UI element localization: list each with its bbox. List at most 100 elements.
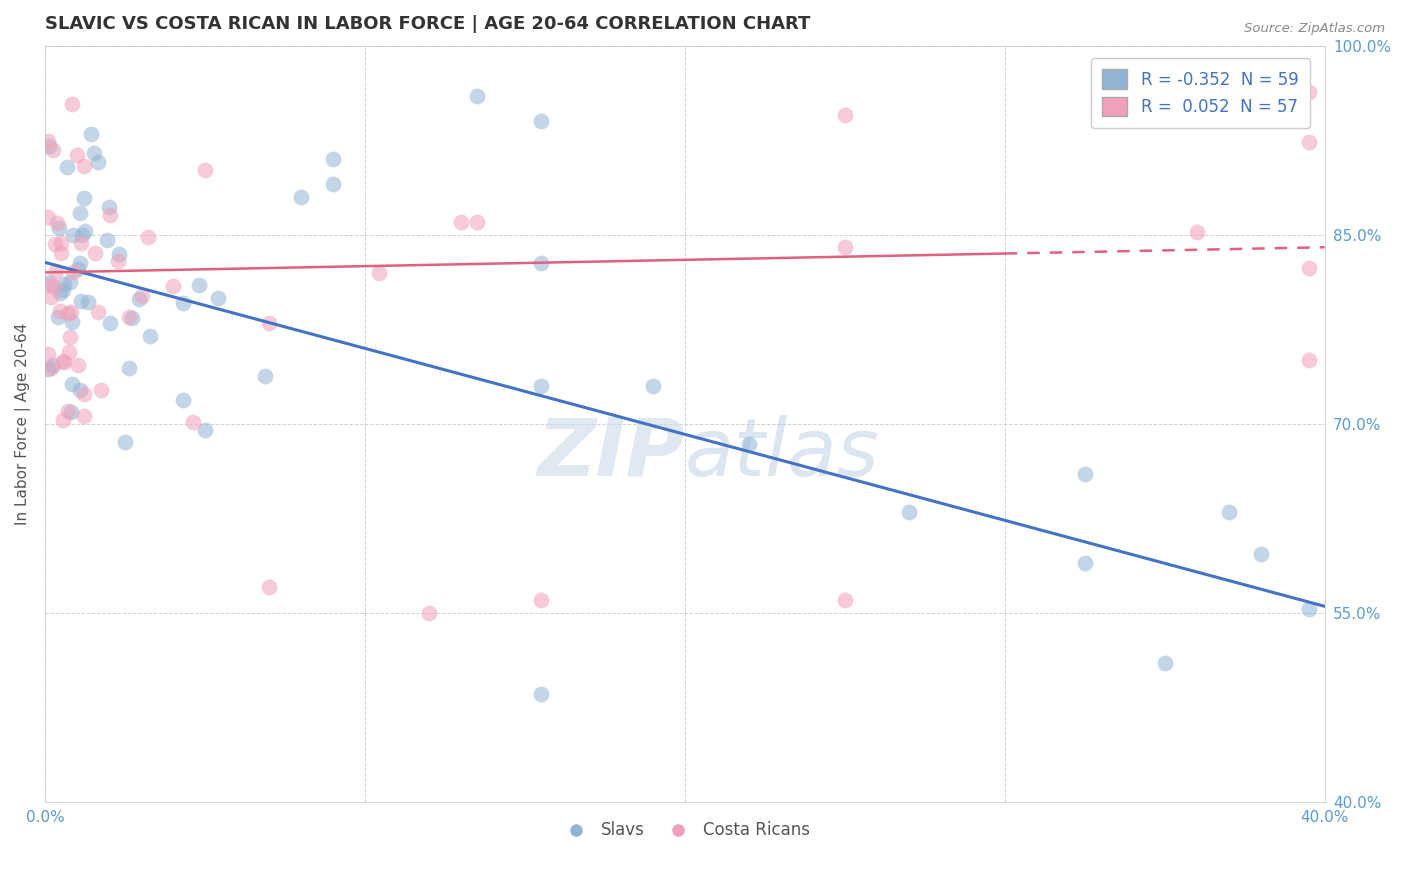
Point (530, 379, 553, 393)
Point (72, 409, 94, 423)
Point (42, 358, 65, 372)
Point (368, 266, 391, 280)
Point (37, 362, 59, 376)
Point (207, 291, 229, 305)
Point (83, 245, 105, 260)
Point (37, 210, 59, 224)
Point (834, 108, 856, 122)
Legend: Slavs, Costa Ricans: Slavs, Costa Ricans (553, 814, 817, 847)
Point (52, 354, 75, 368)
Point (53, 277, 76, 292)
Point (41, 143, 63, 157)
Point (52, 413, 75, 427)
Point (1073, 556, 1095, 570)
Point (49, 235, 72, 250)
Point (530, 688, 553, 702)
Point (69, 256, 91, 270)
Text: ZIP: ZIP (537, 415, 685, 493)
Point (37, 134, 59, 148)
Point (55, 160, 77, 174)
Point (66, 148, 89, 162)
Point (70, 293, 93, 308)
Point (834, 593, 856, 607)
Point (118, 361, 141, 376)
Point (136, 229, 159, 244)
Point (194, 423, 217, 437)
Point (38, 139, 60, 153)
Point (128, 293, 150, 307)
Point (79, 127, 101, 141)
Point (897, 505, 920, 519)
Point (162, 279, 184, 293)
Point (114, 435, 136, 450)
Point (69, 383, 91, 397)
Point (1250, 547, 1272, 561)
Point (58, 345, 80, 359)
Point (1298, 352, 1320, 367)
Point (76, 294, 98, 309)
Point (60, 97, 83, 112)
Point (59, 275, 82, 289)
Point (641, 379, 664, 393)
Point (90, 383, 112, 397)
Point (83, 146, 105, 161)
Point (86, 304, 108, 318)
Point (138, 329, 160, 343)
Point (39, 290, 62, 304)
Point (98, 208, 121, 222)
Point (96, 233, 118, 247)
Point (56, 403, 79, 417)
Point (172, 295, 194, 310)
Point (98, 316, 121, 330)
Point (44, 237, 66, 252)
Point (52, 355, 75, 369)
Point (62, 227, 84, 242)
Point (46, 216, 69, 230)
Point (87, 155, 110, 169)
Point (465, 215, 488, 229)
Point (67, 262, 90, 277)
Point (530, 593, 553, 607)
Point (1298, 601, 1320, 615)
Point (1298, 135, 1320, 149)
Point (194, 162, 217, 177)
Point (48, 220, 70, 235)
Point (46, 310, 69, 325)
Point (834, 240, 856, 254)
Point (73, 387, 96, 401)
Text: atlas: atlas (685, 415, 880, 493)
Point (108, 247, 131, 261)
Point (69, 206, 91, 220)
Point (66, 358, 89, 372)
Point (70, 236, 93, 251)
Point (418, 606, 440, 620)
Point (38, 275, 60, 289)
Point (37, 347, 59, 361)
Point (1298, 260, 1320, 275)
Point (73, 192, 96, 206)
Point (59, 330, 82, 344)
Point (60, 405, 83, 419)
Point (450, 215, 472, 229)
Point (60, 315, 83, 329)
Point (183, 415, 205, 429)
Point (290, 190, 312, 204)
Point (48, 304, 70, 318)
Y-axis label: In Labor Force | Age 20-64: In Labor Force | Age 20-64 (15, 322, 31, 524)
Point (322, 152, 344, 166)
Point (1153, 656, 1175, 670)
Point (37, 278, 59, 293)
Point (51, 245, 73, 260)
Point (73, 159, 96, 173)
Point (39, 360, 62, 375)
Point (1073, 467, 1095, 481)
Point (44, 278, 66, 293)
Point (56, 306, 79, 320)
Point (1218, 505, 1240, 519)
Point (52, 283, 75, 297)
Point (257, 316, 280, 330)
Point (118, 310, 141, 324)
Point (73, 225, 96, 239)
Point (60, 376, 83, 391)
Text: Source: ZipAtlas.com: Source: ZipAtlas.com (1244, 22, 1385, 36)
